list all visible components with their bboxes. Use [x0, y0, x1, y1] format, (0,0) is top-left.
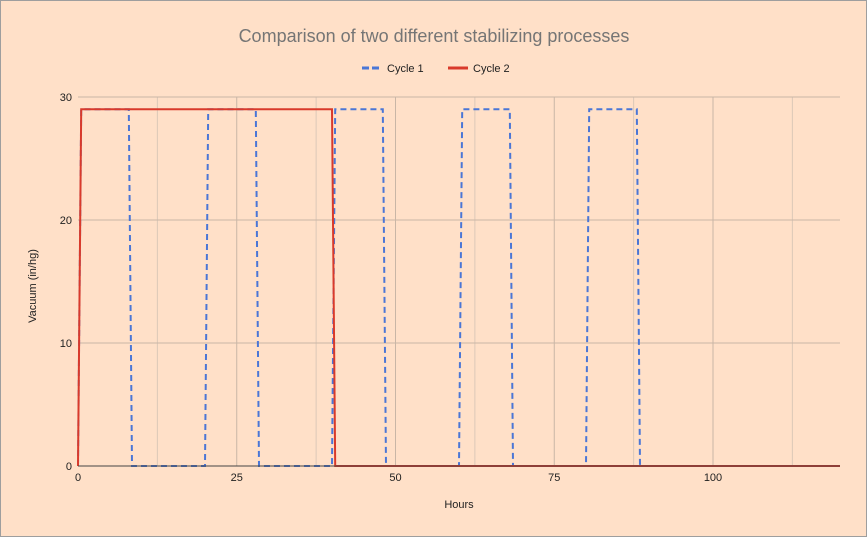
x-tick-label: 50	[389, 472, 401, 484]
legend-label-1: Cycle 1	[387, 63, 424, 75]
ticks: 0 25 50 75 100 0 10 20 30	[60, 92, 840, 484]
grid	[78, 96, 840, 466]
y-tick-label: 10	[60, 338, 72, 350]
y-tick-label: 0	[66, 461, 72, 473]
x-tick-label: 25	[231, 472, 243, 484]
x-tick-label: 75	[548, 472, 560, 484]
y-axis-label: Vacuum (in/hg)	[27, 249, 39, 323]
series-group	[77, 108, 840, 467]
legend: Cycle 1 Cycle 2	[362, 63, 510, 75]
legend-label-2: Cycle 2	[473, 63, 510, 75]
x-axis-label: Hours	[444, 499, 474, 511]
x-tick-label: 0	[75, 472, 81, 484]
x-tick-label: 100	[704, 472, 722, 484]
series-line-1	[77, 108, 840, 467]
y-tick-label: 30	[60, 92, 72, 104]
chart-title: Comparison of two different stabilizing …	[239, 26, 630, 46]
y-tick-label: 20	[60, 215, 72, 227]
